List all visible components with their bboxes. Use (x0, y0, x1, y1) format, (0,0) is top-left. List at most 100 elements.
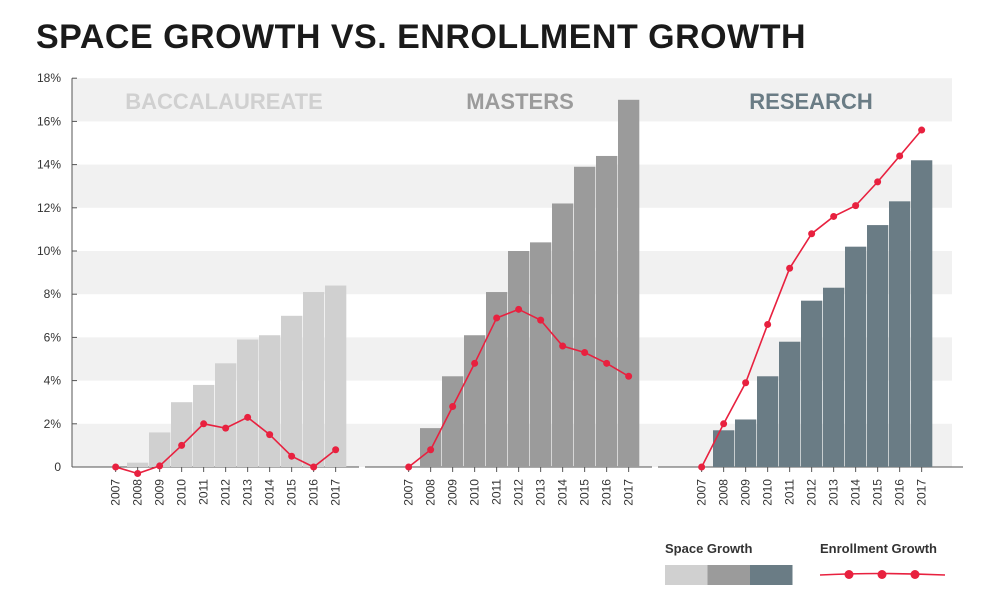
enrollment-growth-point (332, 446, 340, 454)
x-tick-label: 2010 (761, 479, 775, 506)
x-tick-label: 2009 (446, 479, 460, 506)
space-growth-bar (713, 430, 735, 467)
x-tick-label: 2016 (307, 479, 321, 506)
y-tick-label: 10% (37, 244, 61, 258)
legend-point (910, 570, 920, 579)
space-growth-bar (281, 315, 303, 467)
grid-band (72, 164, 952, 208)
x-tick-label: 2014 (849, 479, 863, 506)
x-tick-label: 2008 (131, 479, 145, 506)
y-tick-label: 6% (44, 330, 62, 344)
space-growth-bar (171, 402, 193, 467)
x-tick-label: 2012 (219, 479, 233, 506)
space-growth-bar (845, 246, 867, 467)
space-growth-bar (149, 432, 171, 467)
x-tick-label: 2012 (512, 479, 526, 506)
x-tick-label: 2011 (783, 479, 797, 505)
x-tick-label: 2007 (402, 479, 416, 506)
enrollment-growth-point (112, 463, 120, 471)
enrollment-growth-point (720, 420, 728, 428)
x-tick-label: 2014 (263, 479, 277, 506)
enrollment-growth-point (515, 305, 523, 313)
enrollment-growth-point (427, 446, 435, 454)
enrollment-growth-point (896, 152, 904, 160)
x-tick-label: 2007 (695, 479, 709, 506)
enrollment-growth-point (852, 202, 860, 210)
space-growth-bar (508, 251, 530, 467)
panel-label: RESEARCH (749, 89, 872, 114)
x-tick-label: 2009 (153, 479, 167, 506)
x-tick-label: 2015 (285, 479, 299, 506)
enrollment-growth-point (156, 462, 164, 470)
x-tick-label: 2013 (827, 479, 841, 506)
enrollment-growth-point (874, 178, 882, 186)
space-growth-bar (303, 292, 325, 467)
x-tick-label: 2015 (578, 479, 592, 506)
legend-space-label: Space Growth (665, 541, 752, 556)
x-tick-label: 2016 (600, 479, 614, 506)
space-growth-bar (801, 300, 823, 467)
x-tick-label: 2013 (534, 479, 548, 506)
enrollment-growth-point (178, 441, 186, 449)
space-growth-bar (237, 339, 259, 467)
enrollment-growth-point (222, 424, 230, 432)
enrollment-growth-point (742, 379, 750, 387)
space-growth-bar (757, 376, 779, 467)
legend-point (877, 570, 887, 579)
x-tick-label: 2010 (468, 479, 482, 506)
x-tick-label: 2012 (805, 479, 819, 506)
space-growth-bar (442, 376, 464, 467)
chart-title: SPACE GROWTH VS. ENROLLMENT GROWTH (36, 18, 807, 56)
x-tick-label: 2008 (424, 479, 438, 506)
x-tick-label: 2015 (871, 479, 885, 506)
space-growth-bar (574, 166, 596, 467)
enrollment-growth-point (808, 230, 816, 238)
y-tick-label: 8% (44, 287, 62, 301)
y-tick-label: 4% (44, 374, 62, 388)
space-growth-bar (215, 363, 237, 467)
legend-swatch (707, 565, 750, 585)
enrollment-growth-point (764, 320, 772, 328)
x-tick-label: 2014 (556, 479, 570, 506)
legend-enrollment-label: Enrollment Growth (820, 541, 937, 556)
space-growth-bar (823, 287, 845, 467)
x-tick-label: 2013 (241, 479, 255, 506)
x-tick-label: 2011 (197, 479, 211, 505)
enrollment-growth-point (786, 264, 794, 272)
legend-swatch (750, 565, 793, 585)
enrollment-growth-point (493, 314, 501, 322)
enrollment-growth-point (559, 342, 567, 350)
space-growth-bar (486, 292, 508, 467)
x-tick-label: 2008 (717, 479, 731, 506)
x-tick-label: 2017 (915, 479, 929, 506)
y-tick-label: 0 (54, 460, 61, 474)
enrollment-growth-point (449, 403, 457, 411)
x-tick-label: 2010 (175, 479, 189, 506)
space-growth-bar (530, 242, 552, 467)
panel-label: BACCALAUREATE (125, 89, 323, 114)
enrollment-growth-point (200, 420, 208, 428)
x-tick-label: 2016 (893, 479, 907, 506)
y-tick-label: 12% (37, 201, 61, 215)
space-growth-bar (325, 285, 347, 467)
space-growth-bar (596, 155, 618, 467)
space-growth-bar (552, 203, 574, 468)
enrollment-growth-point (537, 316, 545, 324)
enrollment-growth-point (918, 126, 926, 134)
enrollment-growth-point (603, 359, 611, 367)
enrollment-growth-point (471, 359, 479, 367)
enrollment-growth-point (310, 463, 318, 471)
enrollment-growth-point (625, 372, 633, 380)
enrollment-growth-point (581, 349, 589, 357)
enrollment-growth-point (405, 463, 413, 471)
enrollment-growth-point (830, 212, 838, 220)
space-growth-bar (911, 160, 933, 467)
panel-label: MASTERS (466, 89, 574, 114)
space-growth-bar (464, 335, 486, 467)
enrollment-growth-point (698, 463, 706, 471)
x-tick-label: 2009 (739, 479, 753, 506)
x-tick-label: 2007 (109, 479, 123, 506)
space-growth-bar (779, 341, 801, 467)
